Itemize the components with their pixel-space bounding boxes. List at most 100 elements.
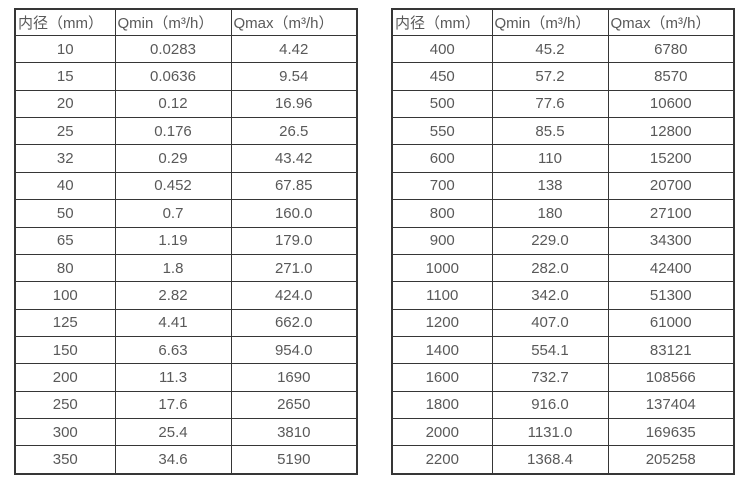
- table-row: 200 11.3 1690: [14, 363, 358, 392]
- table-cell: 1600: [391, 363, 493, 392]
- table-cell: 342.0: [491, 281, 609, 310]
- table-cell: 9.54: [230, 62, 358, 91]
- table-row: 1600 732.7 108566: [391, 363, 735, 392]
- table-cell: 550: [391, 117, 493, 146]
- table-cell: 2.82: [114, 281, 232, 310]
- table-cell: 900: [391, 226, 493, 255]
- column-header-qmin: Qmin（m³/h）: [114, 8, 232, 36]
- table-cell: 1100: [391, 281, 493, 310]
- table-cell: 600: [391, 144, 493, 173]
- table-row: 1200 407.0 61000: [391, 308, 735, 337]
- table-cell: 0.12: [114, 89, 232, 119]
- table-cell: 4.42: [230, 34, 358, 64]
- table-cell: 34.6: [114, 445, 232, 475]
- table-row: 2200 1368.4 205258: [391, 445, 735, 475]
- table-row: 350 34.6 5190: [14, 445, 358, 475]
- table-row: 2000 1131.0 169635: [391, 418, 735, 447]
- table-cell: 400: [391, 34, 493, 64]
- table-cell: 10600: [607, 89, 735, 119]
- table-row: 80 1.8 271.0: [14, 253, 358, 283]
- table-cell: 180: [491, 199, 609, 228]
- table-cell: 662.0: [230, 308, 358, 337]
- table-cell: 27100: [607, 199, 735, 228]
- table-cell: 0.7: [114, 199, 232, 228]
- table-row: 1000 282.0 42400: [391, 253, 735, 283]
- table-cell: 229.0: [491, 226, 609, 255]
- table-row: 150 6.63 954.0: [14, 335, 358, 365]
- table-cell: 500: [391, 89, 493, 119]
- table-cell: 450: [391, 62, 493, 91]
- header-row: 内径（mm） Qmin（m³/h） Qmax（m³/h）: [14, 8, 358, 36]
- table-row: 700 138 20700: [391, 171, 735, 201]
- table-cell: 43.42: [230, 144, 358, 173]
- table-cell: 200: [14, 363, 116, 392]
- table-cell: 160.0: [230, 199, 358, 228]
- table-row: 1100 342.0 51300: [391, 281, 735, 310]
- table-cell: 1.19: [114, 226, 232, 255]
- table-cell: 15: [14, 62, 116, 91]
- table-body-small-diameters: 10 0.0283 4.42 15 0.0636 9.54 20 0.12 16.96 25 0.1…: [14, 34, 358, 475]
- table-cell: 350: [14, 445, 116, 475]
- table-cell: 916.0: [491, 390, 609, 420]
- column-header-diameter: 内径（mm）: [14, 8, 116, 36]
- table-row: 65 1.19 179.0: [14, 226, 358, 255]
- table-cell: 0.176: [114, 117, 232, 146]
- table-body-large-diameters: 400 45.2 6780 450 57.2 8570 500 77.6 10600 550 85.…: [391, 34, 735, 475]
- table-cell: 138: [491, 171, 609, 201]
- table-cell: 57.2: [491, 62, 609, 91]
- table-row: 20 0.12 16.96: [14, 89, 358, 119]
- table-cell: 15200: [607, 144, 735, 173]
- table-row: 800 180 27100: [391, 199, 735, 228]
- table-cell: 65: [14, 226, 116, 255]
- table-cell: 205258: [607, 445, 735, 475]
- table-cell: 32: [14, 144, 116, 173]
- table-cell: 100: [14, 281, 116, 310]
- table-row: 300 25.4 3810: [14, 418, 358, 447]
- table-cell: 150: [14, 335, 116, 365]
- table-cell: 0.452: [114, 171, 232, 201]
- table-row: 50 0.7 160.0: [14, 199, 358, 228]
- table-row: 15 0.0636 9.54: [14, 62, 358, 91]
- table-cell: 77.6: [491, 89, 609, 119]
- table-cell: 67.85: [230, 171, 358, 201]
- table-row: 500 77.6 10600: [391, 89, 735, 119]
- table-cell: 2000: [391, 418, 493, 447]
- table-row: 900 229.0 34300: [391, 226, 735, 255]
- header-row: 内径（mm） Qmin（m³/h） Qmax（m³/h）: [391, 8, 735, 36]
- flow-table-large-diameters: 内径（mm） Qmin（m³/h） Qmax（m³/h） 400 45.2 6780…: [391, 8, 735, 475]
- table-row: 250 17.6 2650: [14, 390, 358, 420]
- table-cell: 169635: [607, 418, 735, 447]
- table-cell: 1.8: [114, 253, 232, 283]
- table-row: 400 45.2 6780: [391, 34, 735, 64]
- table-cell: 1368.4: [491, 445, 609, 475]
- table-cell: 0.0636: [114, 62, 232, 91]
- table-cell: 424.0: [230, 281, 358, 310]
- table-row: 125 4.41 662.0: [14, 308, 358, 337]
- table-cell: 1000: [391, 253, 493, 283]
- table-cell: 1131.0: [491, 418, 609, 447]
- table-cell: 0.0283: [114, 34, 232, 64]
- table-row: 1800 916.0 137404: [391, 390, 735, 420]
- table-cell: 0.29: [114, 144, 232, 173]
- column-header-diameter: 内径（mm）: [391, 8, 493, 36]
- table-row: 10 0.0283 4.42: [14, 34, 358, 64]
- table-cell: 26.5: [230, 117, 358, 146]
- table-row: 450 57.2 8570: [391, 62, 735, 91]
- table-cell: 179.0: [230, 226, 358, 255]
- table-cell: 282.0: [491, 253, 609, 283]
- table-cell: 11.3: [114, 363, 232, 392]
- table-cell: 1400: [391, 335, 493, 365]
- table-cell: 80: [14, 253, 116, 283]
- table-row: 550 85.5 12800: [391, 117, 735, 146]
- table-cell: 732.7: [491, 363, 609, 392]
- table-cell: 42400: [607, 253, 735, 283]
- table-cell: 3810: [230, 418, 358, 447]
- table-cell: 1200: [391, 308, 493, 337]
- table-cell: 1690: [230, 363, 358, 392]
- table-cell: 10: [14, 34, 116, 64]
- table-cell: 407.0: [491, 308, 609, 337]
- table-cell: 83121: [607, 335, 735, 365]
- table-row: 40 0.452 67.85: [14, 171, 358, 201]
- table-cell: 954.0: [230, 335, 358, 365]
